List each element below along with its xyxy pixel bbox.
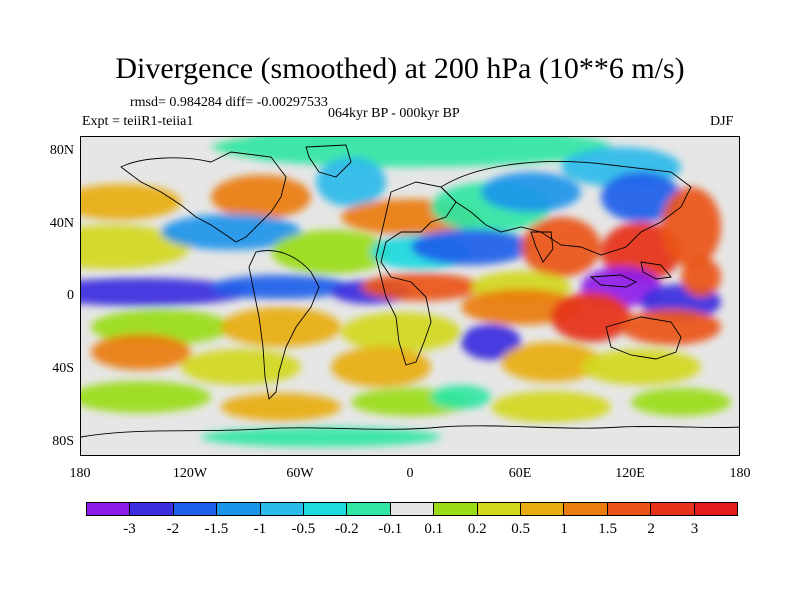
colorbar-label: -0.5 (291, 521, 316, 537)
x-tick-label: 60E (508, 466, 532, 481)
field-blob (481, 172, 581, 212)
x-tick-label: 60W (286, 466, 314, 481)
field-blob (81, 184, 181, 220)
colorbar-swatch (304, 503, 348, 515)
colorbar-swatch (477, 503, 522, 515)
colorbar-label: 0.1 (424, 521, 444, 537)
coastline (589, 274, 638, 288)
x-tick-label: 120W (172, 466, 208, 481)
field-blob (551, 292, 631, 342)
colorbar-label: -2 (166, 521, 180, 537)
field-blob (521, 427, 681, 447)
colorbar-label: 1 (560, 521, 568, 537)
field-blob (501, 342, 601, 382)
colorbar-swatch (651, 503, 695, 515)
colorbar-label: 0.5 (511, 521, 531, 537)
colorbar-swatch (521, 503, 565, 515)
field-blob (631, 388, 731, 416)
colorbar-label: -3 (123, 521, 136, 537)
field-blob (161, 214, 301, 250)
colorbar-label: -0.1 (378, 521, 403, 537)
field-blob (681, 257, 721, 297)
x-tick-label: 180 (729, 466, 751, 481)
coastline (640, 261, 672, 280)
colorbar-swatch (390, 503, 435, 515)
field-blob (221, 393, 341, 421)
colorbar (86, 502, 738, 516)
season-label: DJF (710, 114, 734, 129)
field-blob (181, 349, 301, 385)
colorbar-swatch (607, 503, 652, 515)
field-blob (361, 273, 481, 301)
field-blob (461, 324, 521, 360)
divergence-map (81, 137, 739, 447)
y-tick-label: 80S (52, 434, 74, 449)
field-blob (211, 175, 311, 219)
field-blob (91, 334, 191, 370)
colorbar-swatch (87, 503, 131, 515)
field-blob (81, 278, 251, 306)
experiment-label: Expt = teiiR1-teiia1 (82, 114, 194, 129)
field-blob (491, 391, 611, 423)
colorbar-label: 2 (647, 521, 655, 537)
field-blob (341, 312, 461, 352)
field-blob (316, 157, 386, 207)
coastline (120, 151, 287, 243)
colorbar-label: 0.2 (467, 521, 487, 537)
colorbar-swatch (260, 503, 305, 515)
y-tick-label: 0 (67, 288, 74, 303)
field-blob (431, 385, 491, 409)
period-label: 064kyr BP - 000kyr BP (328, 106, 460, 121)
coastline (440, 161, 692, 256)
field-blob (661, 187, 721, 267)
coastline (248, 250, 320, 400)
colorbar-label: 3 (690, 521, 699, 537)
colorbar-swatch (564, 503, 608, 515)
colorbar-swatch (130, 503, 174, 515)
field-blob (221, 307, 341, 347)
coastline (305, 144, 352, 178)
map-plot-area (80, 136, 740, 456)
colorbar-label: -1 (253, 521, 267, 537)
x-tick-label: 180 (69, 466, 91, 481)
coastline (375, 181, 457, 366)
field-blob (581, 349, 701, 385)
coastline (605, 316, 682, 360)
colorbar-swatch (434, 503, 478, 515)
field-blob (331, 347, 431, 387)
y-tick-label: 80N (49, 143, 74, 158)
coastline (81, 425, 739, 438)
field-blob (81, 381, 211, 413)
colorbar-label: 1.5 (598, 521, 617, 537)
field-blob (601, 172, 681, 222)
field-blob (411, 229, 531, 265)
coastline (530, 231, 554, 263)
field-blob (461, 289, 581, 325)
colorbar-swatch (217, 503, 261, 515)
field-blob (201, 427, 441, 447)
field-blob (211, 137, 611, 167)
colorbar-label: -1.5 (204, 521, 229, 537)
colorbar-swatch (173, 503, 218, 515)
colorbar-swatch (694, 503, 738, 515)
colorbar-label: -0.2 (334, 521, 359, 537)
y-tick-label: 40S (52, 361, 74, 376)
colorbar-swatch (347, 503, 391, 515)
chart-title: Divergence (smoothed) at 200 hPa (10**6 … (115, 52, 685, 85)
field-blob (211, 275, 351, 299)
x-tick-label: 120E (615, 466, 645, 481)
field-blob (521, 217, 601, 277)
stats-line: rmsd= 0.984284 diff= -0.00297533 (130, 95, 328, 110)
x-tick-label: 0 (406, 466, 414, 481)
field-blob (621, 309, 721, 345)
y-tick-label: 40N (49, 216, 74, 231)
